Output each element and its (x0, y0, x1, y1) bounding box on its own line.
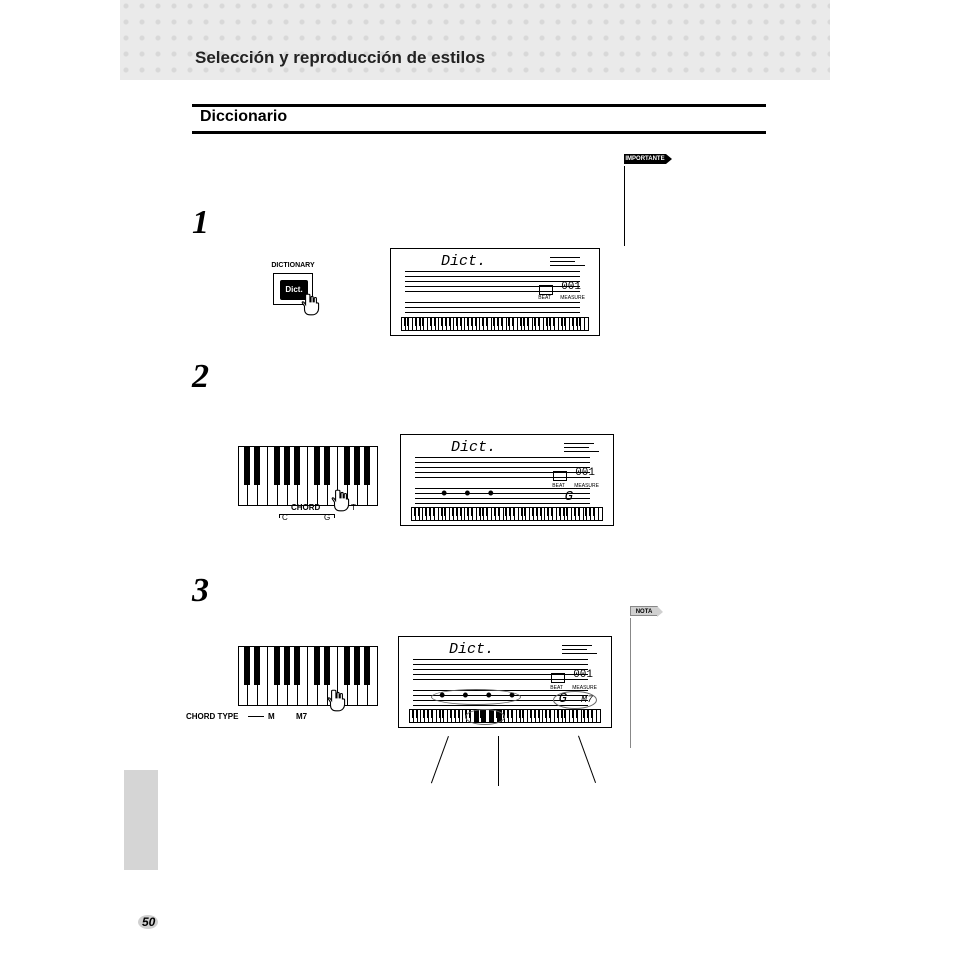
hand-pointer-icon (298, 290, 324, 318)
callout-lines (448, 736, 598, 796)
dictionary-label: DICTIONARY (258, 262, 328, 269)
lcd-counter: 001 (573, 669, 593, 681)
lcd-menu-lines (562, 645, 597, 657)
notes-highlight-oval (431, 689, 521, 705)
lcd-panel-3: Dict. • • • • 001 BEAT MEASURE G M7 (398, 636, 612, 728)
connector-line (248, 716, 264, 717)
lcd-mini-keyboard (409, 709, 601, 723)
lcd-indicator-icon (553, 471, 567, 481)
lcd-menu-lines (564, 443, 599, 455)
lcd-menu-lines (550, 257, 585, 269)
t-label: T (351, 503, 356, 512)
lcd-measure-label: MEASURE (574, 483, 599, 489)
chord-root-label: CHORD (291, 503, 320, 512)
lcd-beat-label: BEAT (538, 295, 551, 301)
lcd-panel-2: Dict. • • • 001 BEAT MEASURE G (400, 434, 614, 526)
chord-highlight-oval (553, 691, 597, 709)
nota-vline (630, 618, 631, 748)
lcd-panel-1: Dict. 001 BEAT MEASURE (390, 248, 600, 336)
lcd-indicator-icon (551, 673, 565, 683)
side-tab (124, 770, 158, 870)
step-1-number: 1 (192, 204, 209, 242)
keyboard-step3[interactable] (238, 646, 378, 706)
lcd-title: Dict. (441, 253, 486, 270)
nota-badge: NOTA (630, 606, 658, 616)
m-label: M (268, 712, 275, 721)
keyboard-step2[interactable] (238, 446, 378, 506)
lcd-counter: 001 (575, 467, 595, 479)
lcd-beat-label: BEAT (552, 483, 565, 489)
keyboard-highlight-oval (465, 709, 505, 725)
step-2-number: 2 (192, 358, 209, 396)
page-number: 50 (142, 915, 155, 929)
page-header-title: Selección y reproducción de estilos (195, 48, 485, 68)
importante-badge: IMPORTANTE (624, 154, 666, 164)
lcd-chord-g: G (565, 489, 573, 505)
lcd-indicator-icon (539, 285, 553, 295)
lcd-title: Dict. (449, 641, 494, 658)
lcd-measure-label: MEASURE (560, 295, 585, 301)
header-band (120, 0, 830, 80)
m7-label: M7 (296, 712, 307, 721)
c-label: C (282, 513, 288, 522)
g-label: G (324, 513, 330, 522)
chord-type-label: CHORD TYPE (186, 712, 238, 721)
hand-pointer-icon (324, 686, 350, 714)
lcd-counter: 001 (561, 281, 581, 293)
lcd-mini-keyboard (401, 317, 589, 331)
importante-vline (624, 166, 625, 246)
staff-notes: • • • (441, 483, 500, 504)
lcd-mini-keyboard (411, 507, 603, 521)
section-title: Diccionario (200, 108, 287, 126)
step-3-number: 3 (192, 572, 209, 610)
lcd-title: Dict. (451, 439, 496, 456)
